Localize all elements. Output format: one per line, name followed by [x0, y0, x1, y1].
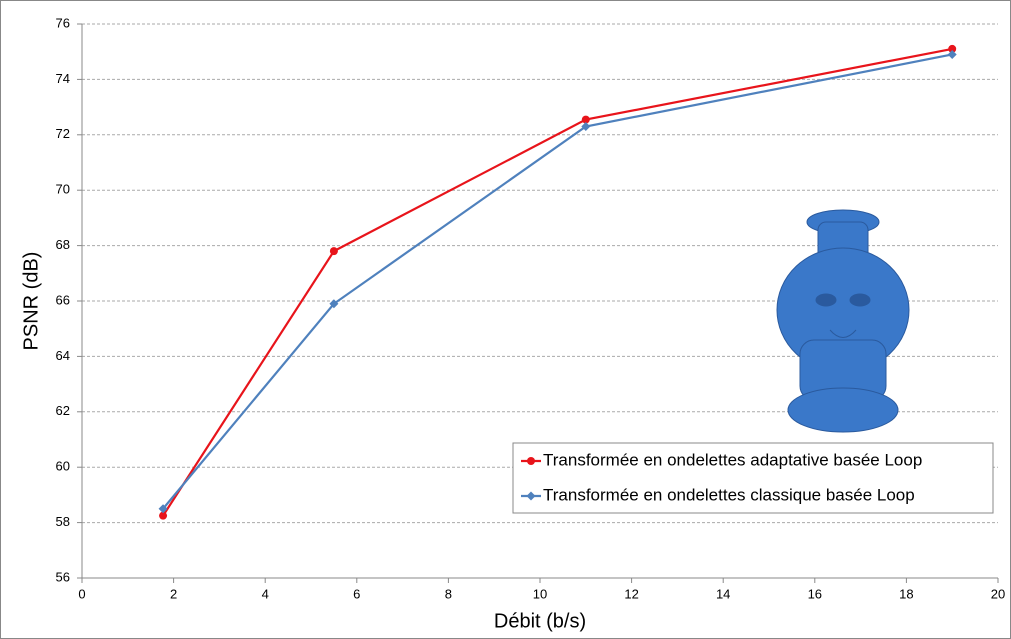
x-tick-label: 12 [624, 586, 638, 601]
x-tick-label: 2 [170, 586, 177, 601]
x-tick-label: 20 [991, 586, 1005, 601]
point [329, 299, 339, 309]
y-tick-label: 76 [56, 15, 70, 30]
point [948, 44, 957, 53]
point [581, 121, 591, 131]
point [329, 247, 338, 256]
y-tick-label: 62 [56, 403, 70, 418]
x-tick-label: 16 [808, 586, 822, 601]
x-tick-label: 18 [899, 586, 913, 601]
series-line [162, 53, 953, 510]
x-tick-label: 0 [78, 586, 85, 601]
legend-label: Transformée en ondelettes adaptative bas… [543, 450, 922, 469]
y-tick-label: 60 [56, 459, 70, 474]
y-tick-label: 56 [56, 569, 70, 584]
legend-label: Transformée en ondelettes classique basé… [543, 485, 915, 504]
lion-render [776, 209, 910, 433]
legend-marker [527, 457, 535, 465]
legend-box [512, 442, 994, 514]
y-tick-label: 64 [56, 348, 70, 363]
y-axis-label: PSNR (dB) [20, 252, 42, 351]
x-tick-label: 6 [353, 586, 360, 601]
legend-marker [526, 491, 536, 501]
point [159, 511, 168, 520]
series-line [162, 47, 953, 517]
x-tick-label: 8 [445, 586, 452, 601]
x-axis-label: Débit (b/s) [494, 610, 586, 632]
y-tick-label: 74 [56, 71, 70, 86]
x-tick-label: 10 [533, 586, 547, 601]
x-tick-label: 14 [716, 586, 730, 601]
y-tick-label: 70 [56, 182, 70, 197]
y-tick-label: 58 [56, 514, 70, 529]
y-tick-label: 72 [56, 126, 70, 141]
y-tick-label: 68 [56, 237, 70, 252]
point [158, 504, 168, 514]
y-tick-label: 66 [56, 292, 70, 307]
x-tick-label: 4 [262, 586, 269, 601]
point [947, 49, 957, 59]
point [581, 115, 590, 124]
